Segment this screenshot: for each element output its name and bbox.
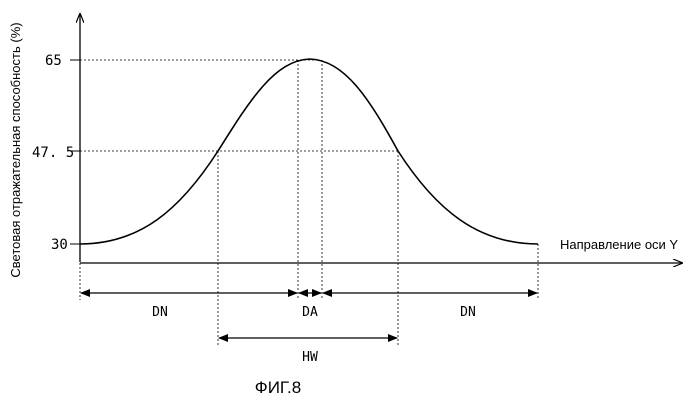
- y-tick-47-5: 47. 5: [32, 145, 74, 161]
- label-da: DA: [302, 305, 318, 320]
- reflectance-curve: [80, 59, 538, 244]
- y-tick-65: 65: [45, 53, 62, 69]
- label-dn-right: DN: [460, 305, 476, 320]
- figure-caption: ФИГ.8: [255, 378, 301, 397]
- label-dn-left: DN: [152, 305, 168, 320]
- y-tick-30: 30: [51, 237, 68, 253]
- x-axis-label: Направление оси Y: [560, 237, 678, 252]
- y-axis-label: Световая отражательная способность (%): [8, 22, 23, 277]
- label-hw: HW: [302, 350, 318, 365]
